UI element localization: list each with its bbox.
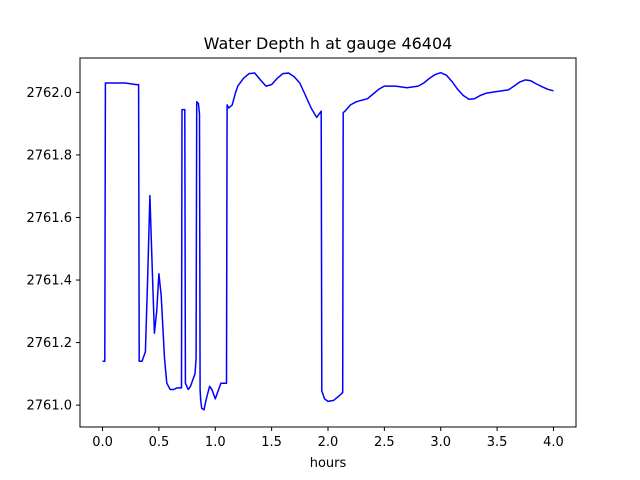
y-tick-label: 2761.4	[27, 274, 73, 289]
x-tick-label: 1.0	[205, 435, 226, 450]
x-tick-label: 3.5	[487, 435, 508, 450]
x-tick-label: 4.0	[543, 435, 564, 450]
x-tick-label: 2.0	[318, 435, 339, 450]
x-axis-label: hours	[310, 456, 347, 471]
x-tick-label: 0.0	[92, 435, 113, 450]
y-tick-label: 2761.2	[27, 336, 73, 351]
x-tick-label: 3.0	[430, 435, 451, 450]
y-axis: 2761.0 2761.2 2761.4 2761.6 2761.8 2762.0	[27, 86, 80, 414]
y-tick-label: 2762.0	[27, 86, 73, 101]
x-tick-label: 0.5	[149, 435, 170, 450]
y-tick-label: 2761.0	[27, 399, 73, 414]
y-tick-label: 2761.8	[27, 148, 73, 163]
x-tick-label: 1.5	[261, 435, 282, 450]
series-layer	[102, 71, 554, 411]
y-tick-label: 2761.6	[27, 211, 73, 226]
series-line	[102, 71, 554, 411]
x-axis: 0.0 0.5 1.0 1.5 2.0 2.5 3.0 3.5 4.0	[92, 427, 564, 450]
x-tick-label: 2.5	[374, 435, 395, 450]
chart-title: Water Depth h at gauge 46404	[204, 34, 453, 53]
